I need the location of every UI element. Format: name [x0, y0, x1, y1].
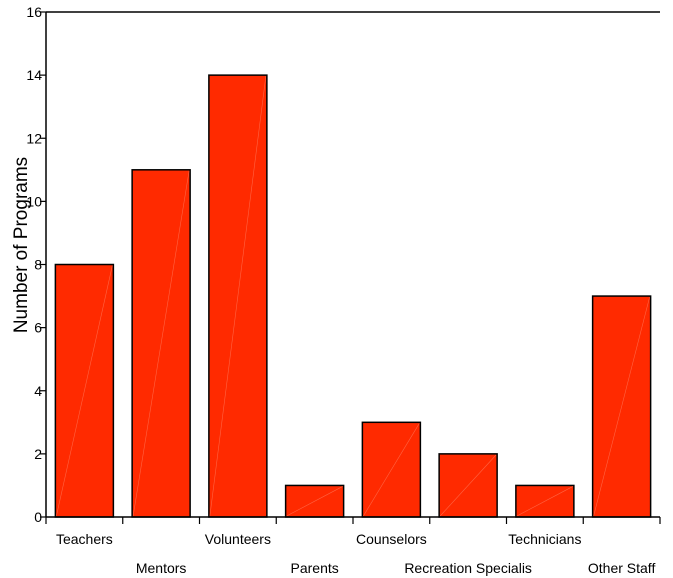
y-tick-label: 14	[26, 67, 42, 83]
x-category-label: Mentors	[136, 560, 187, 576]
bar-highlight	[209, 76, 267, 517]
x-category-label: Volunteers	[205, 531, 271, 547]
x-category-label: Technicians	[508, 531, 581, 547]
x-category-label: Other Staff	[588, 560, 656, 576]
y-axis-title: Number of Programs	[11, 157, 32, 333]
y-axis-title-group: Number of Programs	[11, 157, 32, 333]
y-tick-label: 12	[26, 130, 42, 146]
bar-highlight	[363, 423, 420, 517]
x-category-label: Teachers	[56, 531, 113, 547]
bar-highlight	[439, 454, 497, 517]
y-tick-label: 16	[26, 4, 42, 20]
x-category-label: Recreation Specialis	[404, 560, 532, 576]
y-tick-label: 8	[34, 257, 42, 273]
bar-4	[284, 484, 345, 518]
y-tick-label: 2	[34, 446, 42, 462]
bar-6	[438, 453, 498, 518]
y-tick-label: 4	[34, 383, 42, 399]
y-tick-label: 6	[34, 320, 42, 336]
bar-5	[361, 421, 422, 518]
bar-3	[208, 74, 268, 518]
plot-area: 0 2 4 6 8 10 12 14 16 Teachers Mentors Volunteers Pa…	[26, 4, 661, 576]
bar-highlight	[132, 170, 190, 517]
y-tick-label: 0	[34, 509, 42, 525]
bar-highlight	[286, 486, 343, 517]
bar-2	[131, 169, 191, 518]
bar-7	[515, 484, 575, 518]
bar-highlight	[56, 265, 113, 517]
bar-1	[54, 263, 115, 518]
x-category-label: Parents	[291, 560, 339, 576]
bar-highlight	[516, 486, 574, 517]
bar-highlight	[593, 296, 650, 517]
x-category-label: Counselors	[356, 531, 427, 547]
y-tick-label: 10	[26, 193, 42, 209]
bar-8	[591, 295, 652, 518]
